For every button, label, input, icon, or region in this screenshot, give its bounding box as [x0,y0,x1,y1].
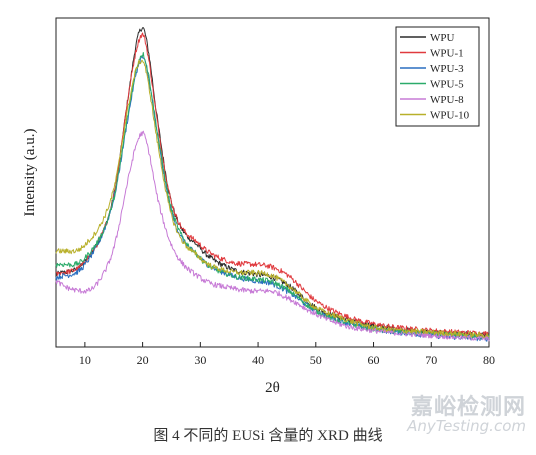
x-tick-label: 10 [79,353,91,367]
legend-label: WPU-5 [430,79,464,91]
legend: WPU WPU-1 WPU-3 WPU-5 WPU-8 WPU-10 [395,26,480,127]
x-tick-label: 60 [368,353,380,367]
plot-frame [55,17,490,348]
x-tick-label: 30 [194,353,206,367]
legend-box [395,26,480,127]
x-tick-label: 80 [483,353,495,367]
legend-label: WPU-10 [430,110,470,122]
series-line-wpu-8 [55,130,490,342]
figure-caption: 图 4 不同的 EUSi 含量的 XRD 曲线 [153,428,383,444]
series-line-wpu-3 [55,55,490,342]
series-line-wpu-1 [55,32,490,337]
x-tick-label: 40 [252,353,264,367]
y-axis-label: Intensity (a.u.) [22,129,38,217]
watermark-en: AnyTesting.com [407,417,526,436]
watermark-cn: 嘉峪检测网 [410,395,526,420]
legend-label: WPU [430,32,455,44]
series-line-wpu-10 [55,59,490,339]
x-axis-label: 2θ [265,380,280,396]
x-tick-label: 20 [137,353,149,367]
y-axis: Intensity (a.u.) [22,129,38,217]
legend-label: WPU-1 [430,48,464,60]
watermark: 嘉峪检测网 AnyTesting.com [407,396,526,435]
x-tick-label: 50 [310,353,322,367]
x-axis: 10 20 30 40 50 60 70 80 2θ [79,342,495,396]
legend-label: WPU-8 [430,94,464,106]
plot-area [55,17,490,348]
legend-label: WPU-3 [430,63,464,75]
x-tick-label: 70 [425,353,437,367]
